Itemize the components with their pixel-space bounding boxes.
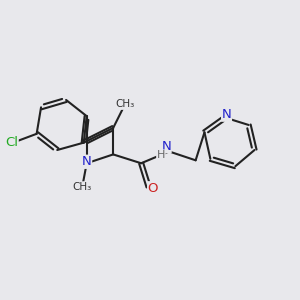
Text: Cl: Cl [5, 136, 18, 149]
Text: H: H [157, 150, 165, 160]
Text: N: N [161, 140, 171, 153]
Text: O: O [148, 182, 158, 195]
Text: CH₃: CH₃ [73, 182, 92, 192]
Text: CH₃: CH₃ [115, 99, 135, 110]
Text: N: N [222, 108, 231, 121]
Text: N: N [82, 155, 92, 168]
